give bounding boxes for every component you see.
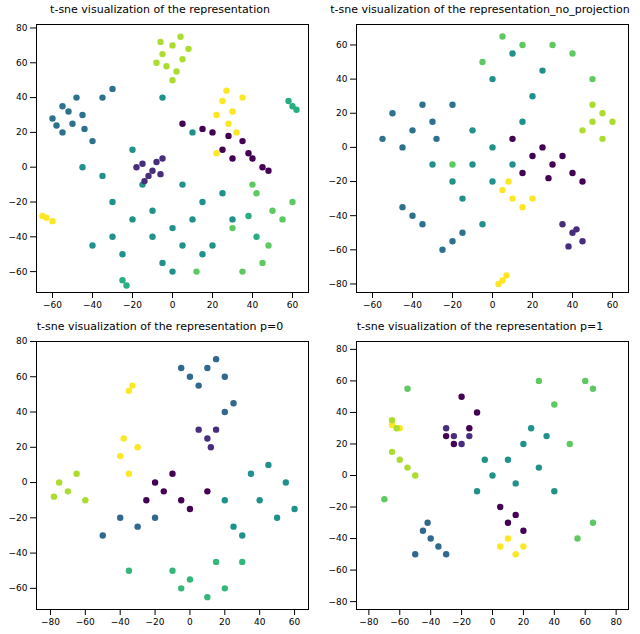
html-text:t-sne visualization of the rep: t-sne visualization of the representatio… xyxy=(36,320,284,333)
svg-text:20: 20 xyxy=(16,442,28,452)
svg-text:−80: −80 xyxy=(329,596,348,606)
svg-text:−20: −20 xyxy=(329,502,348,512)
svg-text:−20: −20 xyxy=(146,617,165,627)
svg-text:0: 0 xyxy=(22,162,28,172)
svg-text:80: 80 xyxy=(16,23,28,33)
svg-text:40: 40 xyxy=(254,617,266,627)
svg-text:60: 60 xyxy=(336,40,348,50)
svg-text:−40: −40 xyxy=(9,548,28,558)
svg-text:60: 60 xyxy=(289,617,301,627)
svg-text:40: 40 xyxy=(549,617,561,627)
svg-text:−60: −60 xyxy=(43,300,62,310)
svg-text:20: 20 xyxy=(16,127,28,137)
svg-text:−60: −60 xyxy=(390,617,409,627)
svg-text:−60: −60 xyxy=(9,266,28,276)
html-text:t-sne visualization of the rep: t-sne visualization of the representatio… xyxy=(50,3,270,16)
svg-text:−20: −20 xyxy=(9,513,28,523)
svg-text:−60: −60 xyxy=(329,245,348,255)
svg-text:60: 60 xyxy=(607,300,619,310)
svg-text:60: 60 xyxy=(16,58,28,68)
svg-text:−40: −40 xyxy=(403,300,422,310)
svg-text:60: 60 xyxy=(336,376,348,386)
svg-text:−20: −20 xyxy=(443,300,462,310)
svg-text:0: 0 xyxy=(490,617,496,627)
svg-text:−20: −20 xyxy=(123,300,142,310)
svg-text:0: 0 xyxy=(170,300,176,310)
svg-text:20: 20 xyxy=(219,617,231,627)
svg-text:40: 40 xyxy=(336,74,348,84)
svg-text:60: 60 xyxy=(287,300,299,310)
svg-text:0: 0 xyxy=(187,617,193,627)
svg-text:20: 20 xyxy=(207,300,219,310)
svg-text:−20: −20 xyxy=(452,617,471,627)
svg-text:80: 80 xyxy=(610,617,622,627)
svg-text:−40: −40 xyxy=(111,617,130,627)
svg-text:−20: −20 xyxy=(329,176,348,186)
svg-text:0: 0 xyxy=(490,300,496,310)
svg-text:−60: −60 xyxy=(76,617,95,627)
html-text:t-sne visualization of the rep: t-sne visualization of the representatio… xyxy=(330,3,630,16)
svg-text:40: 40 xyxy=(247,300,259,310)
svg-text:20: 20 xyxy=(336,439,348,449)
svg-text:−40: −40 xyxy=(329,211,348,221)
svg-text:−40: −40 xyxy=(329,533,348,543)
svg-text:−40: −40 xyxy=(83,300,102,310)
svg-text:20: 20 xyxy=(336,108,348,118)
svg-text:−80: −80 xyxy=(329,279,348,289)
svg-text:80: 80 xyxy=(336,344,348,354)
svg-text:0: 0 xyxy=(342,142,348,152)
svg-text:−60: −60 xyxy=(9,583,28,593)
svg-text:60: 60 xyxy=(16,372,28,382)
svg-text:−40: −40 xyxy=(9,232,28,242)
svg-text:0: 0 xyxy=(22,477,28,487)
svg-text:−80: −80 xyxy=(359,617,378,627)
svg-text:40: 40 xyxy=(567,300,579,310)
svg-text:60: 60 xyxy=(580,617,592,627)
html-text:t-sne visualization of the rep: t-sne visualization of the representatio… xyxy=(356,320,604,333)
svg-text:20: 20 xyxy=(518,617,530,627)
svg-text:40: 40 xyxy=(16,407,28,417)
svg-text:80: 80 xyxy=(16,336,28,346)
svg-text:40: 40 xyxy=(16,92,28,102)
svg-text:−80: −80 xyxy=(41,617,60,627)
svg-text:−60: −60 xyxy=(363,300,382,310)
svg-text:20: 20 xyxy=(527,300,539,310)
svg-text:40: 40 xyxy=(336,407,348,417)
svg-text:−60: −60 xyxy=(329,565,348,575)
svg-text:−40: −40 xyxy=(421,617,440,627)
svg-text:−20: −20 xyxy=(9,197,28,207)
svg-text:0: 0 xyxy=(342,470,348,480)
